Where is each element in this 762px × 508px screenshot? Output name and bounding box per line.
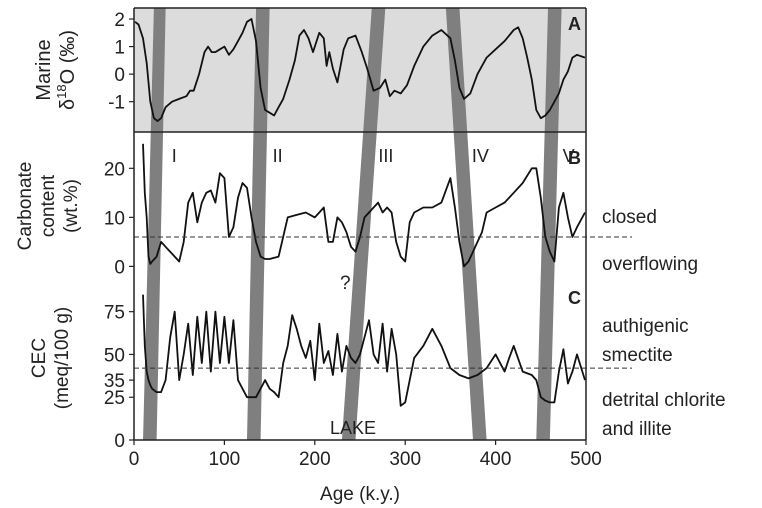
data-curves (134, 18, 632, 407)
label-closed: closed (602, 207, 657, 228)
ytick-label-c: 0 (114, 431, 125, 452)
band-V (536, 8, 562, 440)
label-illite: and illite (602, 419, 672, 440)
annotation-lake: LAKE (330, 418, 376, 438)
series-panel-c (142, 294, 586, 407)
panel-a-background (134, 8, 586, 132)
band-I (143, 8, 166, 440)
band-label-II: II (273, 146, 283, 166)
xtick-label: 200 (299, 449, 331, 470)
band-label-V: V (563, 146, 575, 166)
band-II (247, 8, 270, 440)
axes-frames (133, 7, 587, 441)
ytick-label-b: 10 (104, 208, 125, 229)
panel-a-ylabel-line1: Marine (33, 39, 55, 100)
label-overflowing: overflowing (602, 254, 698, 275)
panel-c-letter: C (568, 288, 581, 308)
band-label-IV: IV (472, 146, 489, 166)
series-panel-a (134, 18, 586, 122)
ytick-label-a: 0 (114, 65, 125, 86)
ytick-label-b: 20 (104, 159, 125, 180)
xtick-label: 0 (129, 449, 140, 470)
xtick-label: 500 (570, 449, 602, 470)
axis-ticks (129, 18, 587, 445)
panel-c-ylabel-line2: (meq/100 g) (52, 307, 73, 409)
panel-b-ylabel-line3: (wt.%) (61, 179, 82, 233)
band-IV (445, 8, 487, 440)
panel-a-ylabel-line2: δ18O (‰) (54, 30, 79, 110)
x-axis-label: Age (k.y.) (320, 484, 400, 505)
ytick-label-b: 0 (114, 257, 125, 278)
ytick-label-a: 2 (114, 10, 125, 31)
panel-b-ylabel: Carbonate content (wt.%) (15, 162, 82, 251)
label-smectite: smectite (602, 345, 673, 366)
band-label-I: I (172, 146, 177, 166)
panel-c-ylabel-line1: CEC (29, 338, 50, 378)
panel-a-ylabel-delta: δ (57, 99, 79, 110)
panel-c-ylabel: CEC (meq/100 g) (29, 307, 73, 409)
series-panel-b (142, 143, 586, 268)
xtick-label: 100 (209, 449, 241, 470)
panel-a-ylabel: Marine δ18O (‰) (33, 30, 79, 110)
xtick-label: 400 (480, 449, 512, 470)
ytick-label-c: 50 (104, 345, 125, 366)
label-authigenic: authigenic (602, 316, 689, 337)
ytick-label-a: -1 (108, 93, 125, 114)
ytick-label-c: 25 (104, 388, 125, 409)
ytick-label-c: 35 (104, 371, 125, 392)
panel-a-ylabel-sup: 18 (54, 84, 69, 98)
panel-b-letter: B (568, 148, 581, 168)
panel-a-ylabel-unit: O (‰) (57, 30, 79, 84)
panel-b-ylabel-line2: content (38, 174, 59, 237)
panel-a-letter: A (568, 14, 581, 34)
label-detrital: detrital chlorite (602, 390, 726, 411)
annotation-question: ? (340, 273, 351, 294)
band-label-III: III (378, 146, 393, 166)
ytick-label-c: 75 (104, 303, 125, 324)
ytick-label-a: 1 (114, 38, 125, 59)
panel-b-ylabel-line1: Carbonate (15, 162, 36, 251)
xtick-label: 300 (389, 449, 421, 470)
